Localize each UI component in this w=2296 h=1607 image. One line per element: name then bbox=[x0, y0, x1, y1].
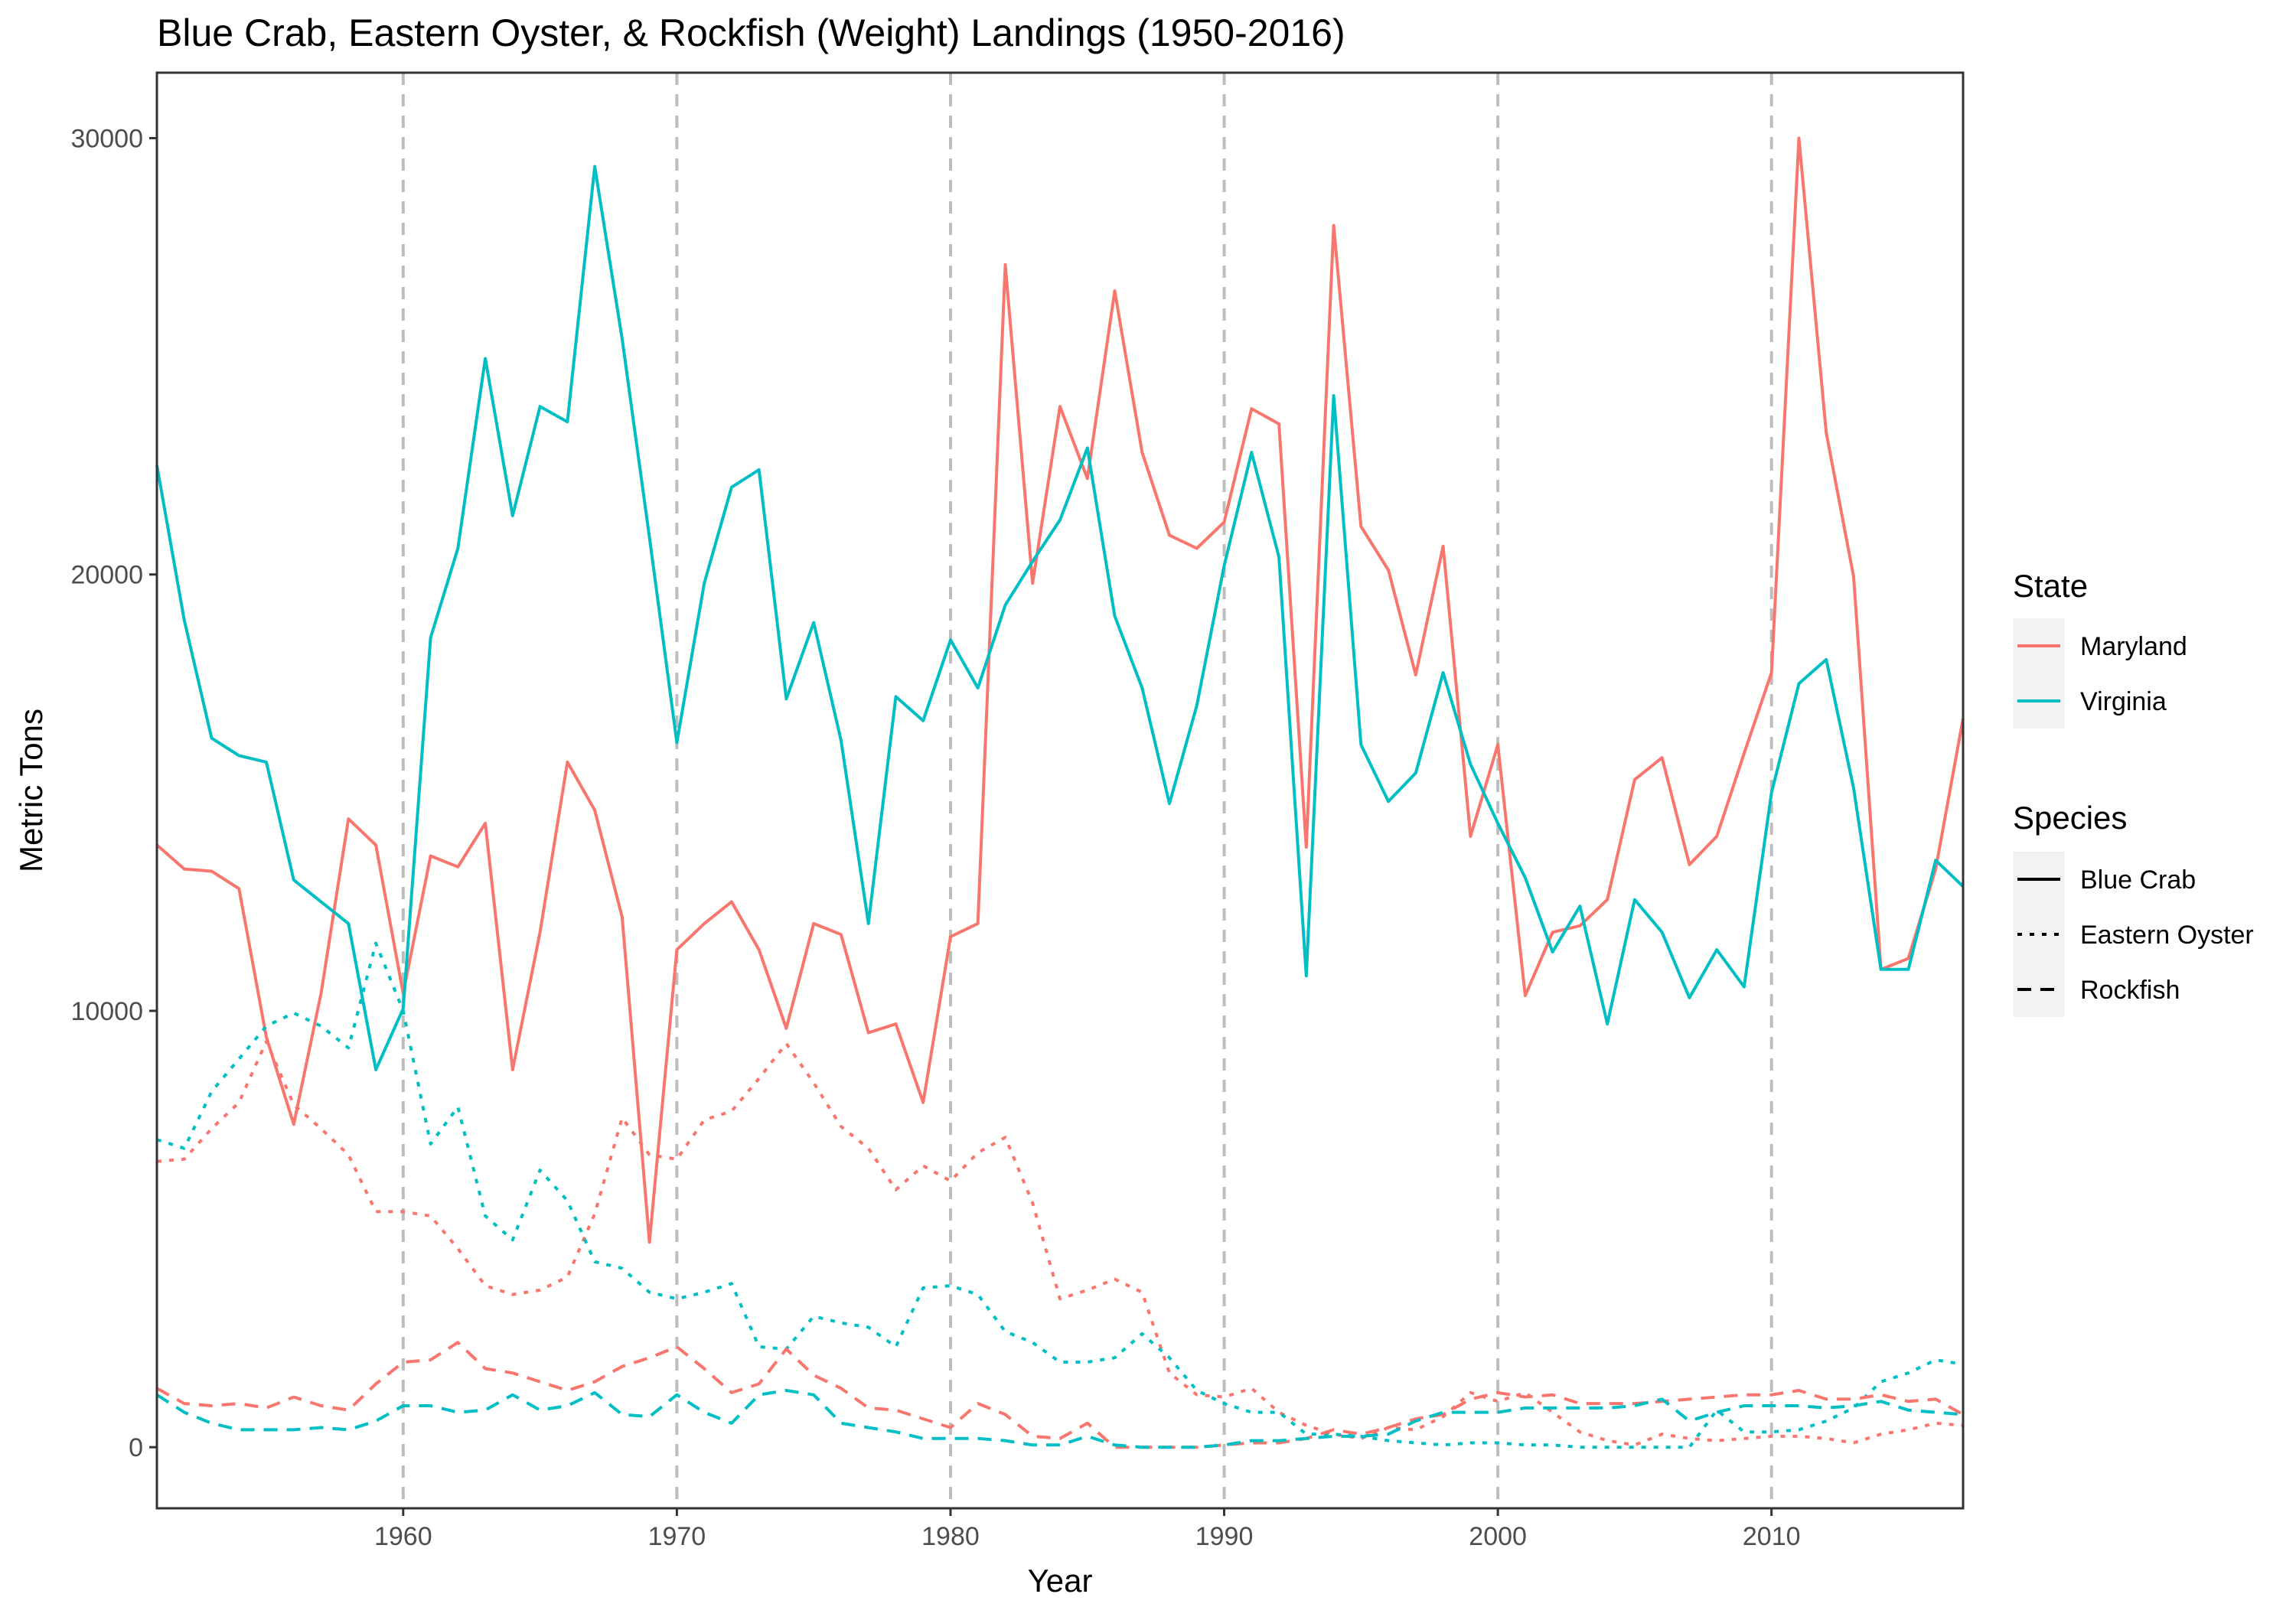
legend-label-blue-crab: Blue Crab bbox=[2080, 865, 2196, 895]
series-line-maryland-eastern-oyster bbox=[156, 1039, 1964, 1447]
x-tick-label: 2000 bbox=[1469, 1522, 1527, 1551]
x-tick-label: 1990 bbox=[1195, 1522, 1254, 1551]
legend: State Maryland Virginia Species Blue Crab Eas… bbox=[2013, 568, 2254, 1017]
x-tick-label: 1960 bbox=[374, 1522, 432, 1551]
y-tick-label: 30000 bbox=[70, 125, 143, 154]
series-lines bbox=[155, 136, 1965, 1449]
plot-panel bbox=[155, 71, 1965, 1510]
y-tick-label: 20000 bbox=[70, 561, 143, 590]
reference-lines bbox=[401, 73, 1773, 1508]
y-tick-label: 0 bbox=[129, 1433, 143, 1462]
series-line-virginia-rockfish bbox=[155, 1389, 1964, 1449]
x-tick-label: 1980 bbox=[921, 1522, 980, 1551]
x-axis: 1960 1970 1980 1990 2000 2010 bbox=[374, 1508, 1801, 1551]
y-axis-title: Metric Tons bbox=[13, 709, 49, 872]
y-axis: 0 10000 20000 30000 bbox=[70, 125, 157, 1462]
series-line-virginia-blue-crab bbox=[155, 165, 1965, 1071]
chart-title: Blue Crab, Eastern Oyster, & Rockfish (W… bbox=[157, 11, 1345, 54]
legend-title-state: State bbox=[2013, 568, 2088, 604]
legend-label-virginia: Virginia bbox=[2080, 687, 2167, 716]
y-tick-label: 10000 bbox=[70, 997, 143, 1026]
x-tick-label: 2010 bbox=[1743, 1522, 1801, 1551]
legend-title-species: Species bbox=[2013, 800, 2127, 836]
x-tick-label: 1970 bbox=[648, 1522, 706, 1551]
legend-label-rockfish: Rockfish bbox=[2080, 976, 2180, 1005]
series-line-virginia-eastern-oyster bbox=[156, 941, 1964, 1449]
x-axis-title: Year bbox=[1028, 1563, 1093, 1599]
legend-label-maryland: Maryland bbox=[2080, 632, 2187, 661]
legend-label-eastern-oyster: Eastern Oyster bbox=[2080, 921, 2254, 950]
series-line-maryland-blue-crab bbox=[155, 136, 1965, 1244]
series-line-maryland-rockfish bbox=[156, 1341, 1964, 1449]
